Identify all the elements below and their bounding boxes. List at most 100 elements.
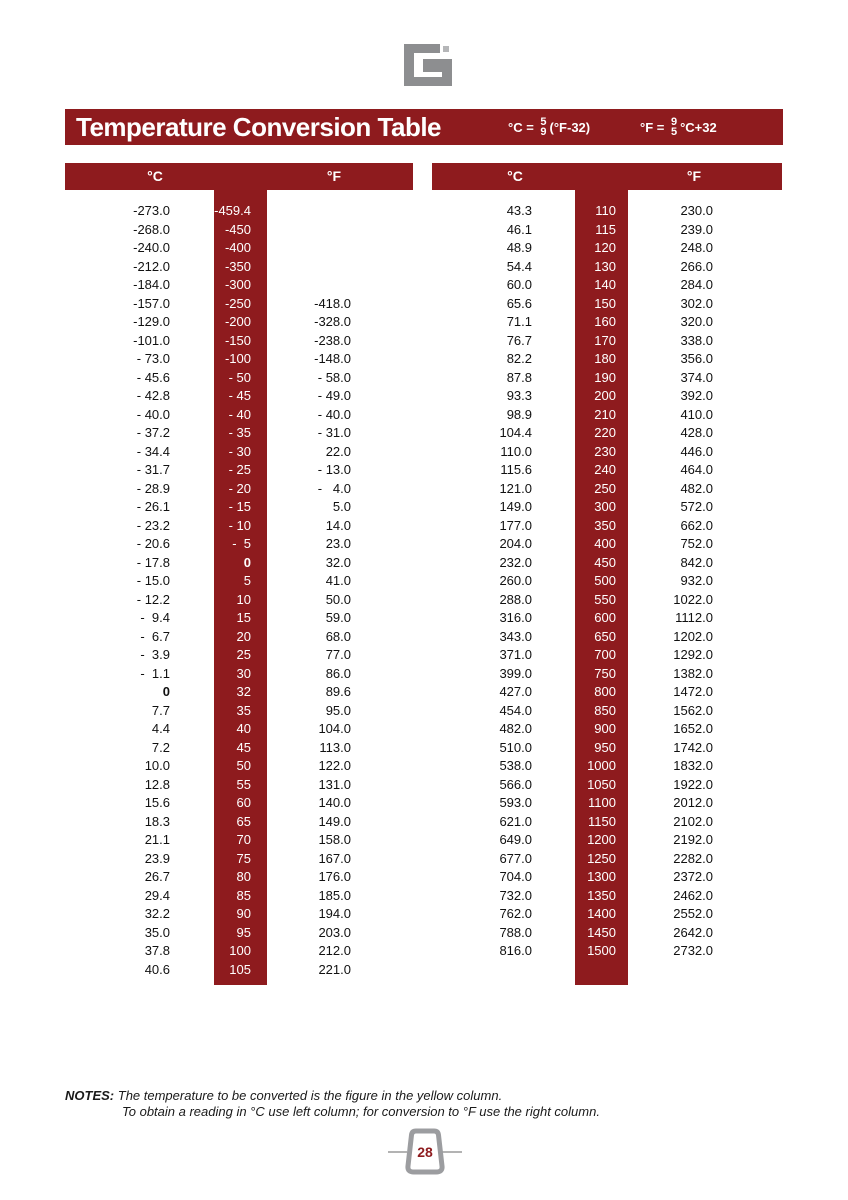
- base-value: -200: [224, 314, 251, 329]
- celsius-value: - 1.1: [140, 665, 170, 681]
- base-value: 1500: [587, 943, 616, 958]
- celsius-value: - 40.0: [136, 406, 170, 422]
- fahrenheit-value: [267, 276, 413, 295]
- base-value: -150: [224, 332, 251, 348]
- table-row: -101.0 -150 -238.0: [65, 332, 413, 351]
- base-value: -250: [224, 295, 251, 311]
- celsius-value: 732.0: [499, 887, 532, 903]
- fahrenheit-value: 932.0: [680, 573, 713, 588]
- table-row: -268.0 -450: [65, 221, 413, 240]
- base-value: 85: [236, 887, 251, 903]
- fahrenheit-value: [267, 239, 413, 258]
- fahrenheit-value: 1652.0: [673, 721, 713, 736]
- table-row: 204.0 400 752.0: [432, 535, 782, 554]
- celsius-value: 48.9: [506, 240, 532, 255]
- table-row: 23.9 75 167.0: [65, 850, 413, 869]
- base-value: -450: [224, 221, 251, 237]
- table-row: 538.0 1000 1832.0: [432, 757, 782, 776]
- table-row: 40.6 105 221.0: [65, 961, 413, 980]
- table-row: 816.0 1500 2732.0: [432, 942, 782, 961]
- base-value: 650: [594, 628, 616, 644]
- base-value: -459.4: [214, 203, 251, 218]
- table-row: - 23.2 - 10 14.0: [65, 517, 413, 536]
- base-value: 1450: [587, 924, 616, 940]
- celsius-value: -184.0: [133, 277, 170, 292]
- fahrenheit-value: 131.0: [318, 776, 351, 792]
- base-value: 220: [594, 425, 616, 440]
- fahrenheit-value: 122.0: [318, 758, 351, 773]
- fahrenheit-value: 95.0: [325, 702, 351, 718]
- base-value: 100: [229, 943, 251, 958]
- table-row: 149.0 300 572.0: [432, 498, 782, 517]
- footer-divider-right: [442, 1151, 462, 1153]
- brand-logo-icon: [404, 44, 452, 86]
- table-row: 343.0 650 1202.0: [432, 628, 782, 647]
- base-value: - 15: [228, 499, 251, 514]
- celsius-value: - 73.0: [136, 351, 170, 366]
- table-row: 7.7 35 95.0: [65, 702, 413, 721]
- table-row: 677.0 1250 2282.0: [432, 850, 782, 869]
- celsius-value: 18.3: [144, 813, 170, 829]
- table-row: 82.2 180 356.0: [432, 350, 782, 369]
- page-number-badge-icon: [405, 1128, 445, 1175]
- base-value: - 10: [228, 517, 251, 533]
- table-row: - 3.9 25 77.0: [65, 646, 413, 665]
- base-value: 15: [236, 610, 251, 625]
- fahrenheit-value: 104.0: [318, 721, 351, 736]
- celsius-value: 29.4: [144, 887, 170, 903]
- base-value: 0: [243, 554, 251, 570]
- celsius-value: 177.0: [499, 517, 532, 533]
- table-row: 371.0 700 1292.0: [432, 646, 782, 665]
- fahrenheit-value: 5.0: [332, 499, 351, 514]
- base-value: 20: [236, 628, 251, 644]
- base-value: 32: [236, 684, 251, 699]
- fahrenheit-value: 185.0: [318, 887, 351, 903]
- fahrenheit-formula: °F = 9 5 °C+32: [640, 116, 717, 138]
- celsius-value: 10.0: [144, 758, 170, 773]
- table-row: - 17.8 0 32.0: [65, 554, 413, 573]
- celsius-value: 260.0: [499, 573, 532, 588]
- table-row: 12.8 55 131.0: [65, 776, 413, 795]
- fahrenheit-value: 221.0: [318, 961, 351, 977]
- fahrenheit-value: 22.0: [325, 443, 351, 459]
- celsius-value: 204.0: [499, 536, 532, 551]
- celsius-value: 93.3: [506, 388, 532, 403]
- table-row: 35.0 95 203.0: [65, 924, 413, 943]
- table-row: 48.9 120 248.0: [432, 239, 782, 258]
- celsius-value: -157.0: [133, 295, 170, 311]
- celsius-formula: °C = 5 9 (°F-32): [508, 116, 591, 138]
- table-row: 29.4 85 185.0: [65, 887, 413, 906]
- right-base-column-band: [575, 190, 628, 985]
- fahrenheit-value: 2372.0: [673, 869, 713, 884]
- title-bar: Temperature Conversion Table °C = 5 9 (°F-…: [65, 109, 783, 145]
- fahrenheit-value: 320.0: [680, 314, 713, 329]
- celsius-value: -129.0: [133, 314, 170, 329]
- celsius-value: 35.0: [144, 924, 170, 940]
- table-row: 482.0 900 1652.0: [432, 720, 782, 739]
- fahrenheit-value: 1832.0: [673, 758, 713, 773]
- table-row: - 20.6 - 5 23.0: [65, 535, 413, 554]
- fahrenheit-value: 50.0: [325, 591, 351, 607]
- celsius-value: 704.0: [499, 869, 532, 884]
- base-value: 55: [236, 776, 251, 792]
- fahrenheit-value: 113.0: [319, 739, 351, 755]
- table-row: - 26.1 - 15 5.0: [65, 498, 413, 517]
- celsius-value: 23.9: [144, 850, 170, 866]
- fahrenheit-value: 23.0: [325, 536, 351, 551]
- table-row: 0 32 89.6: [65, 683, 413, 702]
- base-value: - 50: [228, 369, 251, 385]
- celsius-value: - 31.7: [136, 462, 170, 477]
- celsius-value: - 12.2: [136, 591, 170, 607]
- base-value: 1350: [587, 887, 616, 903]
- base-value: 170: [594, 332, 616, 348]
- celsius-value: 762.0: [499, 906, 532, 921]
- left-table-header: °C °F: [65, 163, 413, 190]
- fahrenheit-value: 572.0: [680, 499, 713, 514]
- fahrenheit-value: 392.0: [680, 388, 713, 403]
- fahrenheit-value: 32.0: [325, 554, 351, 570]
- table-row: 46.1 115 239.0: [432, 221, 782, 240]
- right-conversion-table: 43.3 110 230.0 46.1 115 239.0 48.9 120 248.0 54.4…: [432, 202, 782, 961]
- celsius-value: 65.6: [506, 295, 532, 311]
- base-value: 120: [594, 240, 616, 255]
